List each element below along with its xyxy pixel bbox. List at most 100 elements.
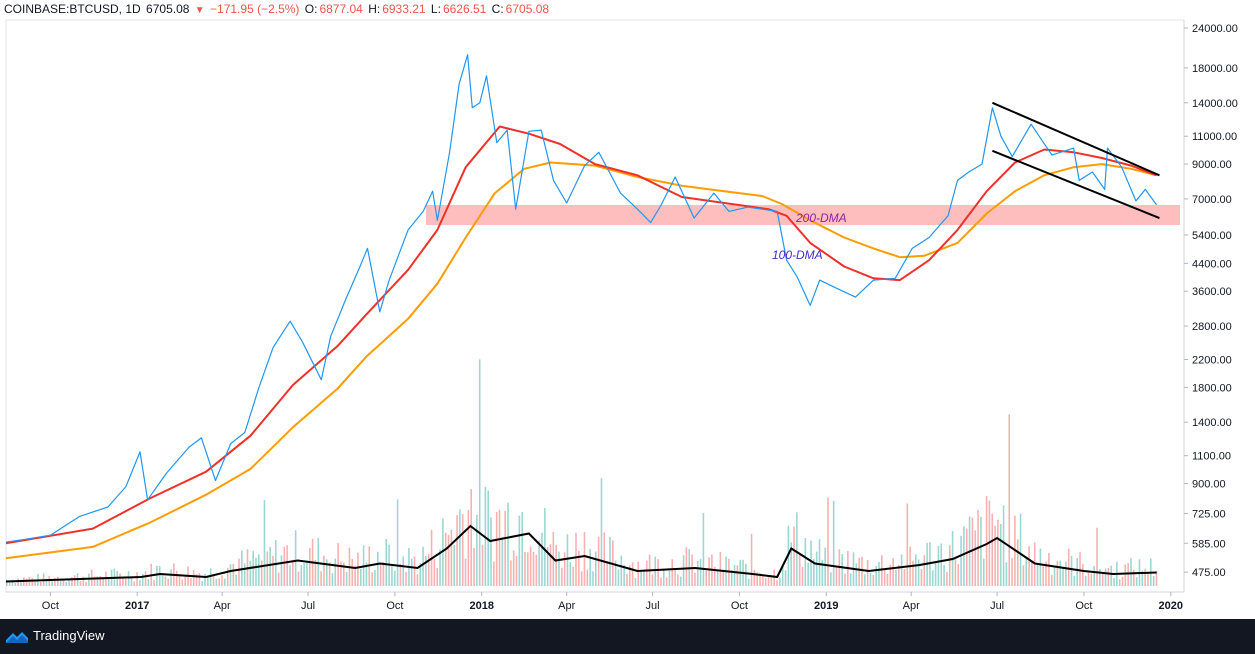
volume-bar [68, 579, 70, 586]
volume-bar [855, 563, 858, 586]
volume-bar [325, 559, 328, 586]
volume-bar [1147, 574, 1149, 586]
volume-ma-line [5, 524, 1157, 583]
x-tick-label: Oct [386, 600, 403, 612]
volume-bar [943, 564, 945, 586]
volume-bar [1093, 566, 1095, 586]
volume-bar [770, 575, 773, 586]
volume-bar [1118, 579, 1121, 586]
volume-bar [141, 573, 144, 586]
volume-bar [444, 532, 447, 586]
volume-bar [917, 559, 920, 586]
volume-bar [31, 577, 34, 586]
volume-bar [481, 544, 484, 586]
volume-bar [359, 568, 362, 586]
volume-bar [277, 572, 280, 586]
y-tick-label: 3600.00 [1192, 286, 1232, 298]
volume-bar [948, 545, 951, 586]
volume-bar [858, 557, 860, 586]
volume-bar [832, 500, 835, 586]
volume-bar [1005, 562, 1008, 586]
volume-bar [730, 570, 733, 586]
volume-bar [566, 534, 569, 586]
volume-bar [872, 574, 875, 586]
volume-bar [875, 565, 877, 586]
volume-bar [54, 578, 56, 586]
volume-bar [889, 564, 892, 586]
volume-bar [631, 562, 634, 586]
volume-bar [405, 571, 407, 586]
volume-bar [1048, 552, 1050, 586]
volume-bar [461, 514, 464, 586]
volume-bar [249, 560, 252, 586]
tradingview-brand[interactable]: TradingView [33, 628, 105, 643]
volume-bar [753, 570, 756, 586]
volume-bar [597, 536, 600, 586]
volume-bar [906, 503, 909, 586]
volume-bar [495, 511, 498, 586]
tradingview-logo-icon[interactable] [6, 629, 28, 643]
volume-bar [886, 573, 889, 586]
volume-bar [1107, 567, 1110, 586]
volume-bar [294, 530, 297, 586]
volume-bar [56, 576, 59, 586]
volume-bar [1053, 566, 1056, 586]
volume-bar [289, 565, 291, 586]
volume-bar [869, 572, 872, 586]
volume-bar [1016, 539, 1019, 586]
volume-bar [895, 569, 897, 586]
volume-bar [156, 565, 158, 586]
volume-bar [645, 560, 648, 586]
volume-bar [881, 555, 883, 586]
volume-bar [260, 560, 263, 586]
volume-bar [25, 578, 28, 586]
volume-bar [1101, 573, 1104, 586]
volume-bar [450, 529, 453, 586]
footer-bar: TradingView [0, 619, 1255, 654]
volume-bar [991, 513, 994, 586]
volume-bar [985, 495, 988, 586]
volume-bar [756, 572, 759, 586]
volume-bar [733, 564, 736, 586]
volume-bar [422, 546, 424, 586]
volume-bar [1141, 570, 1144, 586]
volume-bar [122, 576, 124, 586]
volume-bar [292, 559, 294, 586]
x-tick-label: Oct [1075, 600, 1092, 612]
volume-bar [971, 517, 974, 586]
volume-bar [1073, 575, 1076, 586]
y-tick-label: 5400.00 [1192, 230, 1232, 242]
price-chart[interactable]: 200-DMA 100-DMA 24000.00 18000.00 14000.00 11… [0, 0, 1255, 619]
volume-bar [402, 556, 405, 586]
volume-bar [342, 562, 345, 586]
volume-bar [1002, 505, 1005, 586]
volume-bar [903, 568, 906, 586]
volume-bar [1039, 548, 1042, 586]
volume-bar [218, 578, 220, 586]
volume-bar [521, 511, 523, 586]
volume-bar [328, 562, 331, 586]
volume-bar [762, 575, 764, 586]
volume-bar [589, 548, 591, 586]
volume-bar [747, 578, 750, 586]
volume-bar [1022, 565, 1025, 586]
volume-bar [1065, 561, 1067, 586]
volume-bar [878, 561, 880, 586]
x-tick-label: 2017 [125, 600, 149, 612]
volume-bar [815, 551, 818, 586]
volume-bar [634, 577, 637, 586]
volume-bar [997, 519, 999, 586]
volume-bar [835, 566, 838, 586]
y-tick-label: 2200.00 [1192, 355, 1232, 367]
volume-bar [433, 558, 436, 586]
volume-bar [609, 536, 611, 586]
volume-bar [493, 561, 495, 586]
volume-bar [71, 577, 73, 586]
price-line [5, 54, 1158, 543]
volume-bar [781, 565, 784, 586]
volume-bar [130, 577, 133, 586]
volume-bar [144, 571, 147, 586]
volume-bar [657, 559, 659, 586]
volume-bar [708, 557, 710, 586]
volume-bar [804, 538, 807, 586]
